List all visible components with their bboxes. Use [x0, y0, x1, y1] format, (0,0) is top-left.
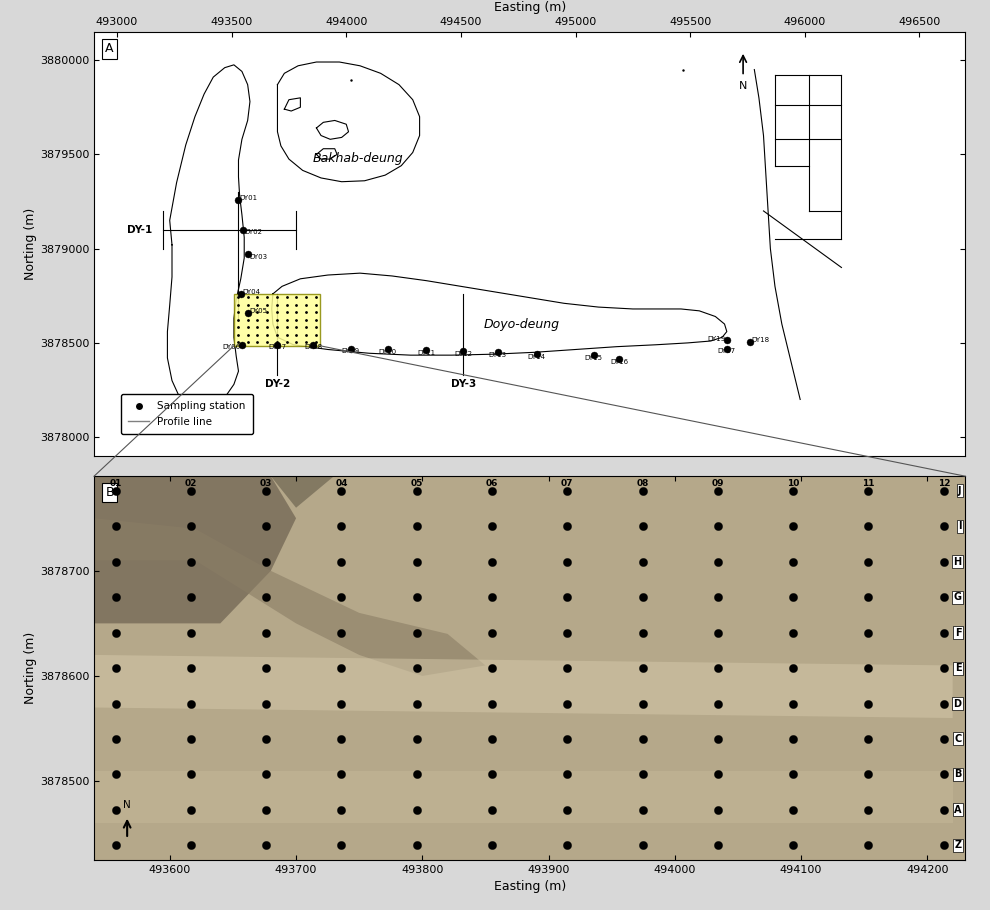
- Bar: [234, 294, 320, 346]
- Text: DY12: DY12: [454, 351, 472, 357]
- Text: 01: 01: [109, 480, 122, 489]
- Text: DY-2: DY-2: [265, 379, 290, 389]
- Text: DY10: DY10: [378, 349, 397, 355]
- Text: 06: 06: [486, 480, 498, 489]
- Text: DY11: DY11: [418, 349, 436, 356]
- Text: DY02: DY02: [245, 229, 262, 236]
- Text: G: G: [953, 592, 961, 602]
- Text: 10: 10: [787, 480, 799, 489]
- Text: A: A: [954, 804, 961, 814]
- Text: DY09: DY09: [342, 348, 360, 354]
- Text: Z: Z: [954, 840, 961, 850]
- Text: DY05: DY05: [249, 308, 267, 314]
- Text: B: B: [954, 769, 961, 779]
- Text: E: E: [954, 663, 961, 673]
- Text: DY01: DY01: [240, 195, 258, 201]
- Text: DY15: DY15: [585, 355, 603, 360]
- Text: DY08: DY08: [304, 344, 322, 350]
- Text: 12: 12: [938, 480, 950, 489]
- Y-axis label: Norting (m): Norting (m): [24, 207, 37, 280]
- Text: DY06: DY06: [223, 344, 241, 350]
- Y-axis label: Norting (m): Norting (m): [24, 632, 37, 704]
- Text: Doyo-deung: Doyo-deung: [484, 318, 559, 330]
- Text: DY13: DY13: [488, 352, 507, 358]
- Text: A: A: [105, 43, 114, 56]
- Text: C: C: [954, 734, 961, 744]
- Text: F: F: [954, 628, 961, 638]
- Text: 08: 08: [637, 480, 648, 489]
- Polygon shape: [94, 519, 485, 676]
- Legend: Sampling station, Profile line: Sampling station, Profile line: [121, 394, 253, 434]
- Text: DY07: DY07: [268, 344, 286, 350]
- Text: DY04: DY04: [243, 289, 260, 296]
- Text: 09: 09: [712, 480, 724, 489]
- Polygon shape: [94, 476, 296, 623]
- Text: 07: 07: [561, 480, 573, 489]
- Text: N: N: [739, 81, 747, 91]
- Text: DY14: DY14: [528, 354, 545, 359]
- Text: D: D: [953, 699, 961, 709]
- Text: DY18: DY18: [750, 338, 769, 343]
- Text: 04: 04: [336, 480, 347, 489]
- Text: 02: 02: [184, 480, 197, 489]
- Polygon shape: [94, 476, 334, 508]
- Text: DY-3: DY-3: [450, 379, 476, 389]
- Text: 11: 11: [862, 480, 875, 489]
- Text: DY03: DY03: [249, 254, 267, 260]
- Text: B: B: [105, 486, 114, 499]
- Text: 05: 05: [411, 480, 423, 489]
- Text: I: I: [958, 521, 961, 531]
- X-axis label: Easting (m): Easting (m): [494, 2, 565, 15]
- Text: 03: 03: [260, 480, 272, 489]
- Text: H: H: [953, 557, 961, 567]
- Polygon shape: [94, 771, 952, 824]
- Text: DY19: DY19: [708, 336, 726, 341]
- Text: DY17: DY17: [718, 349, 736, 354]
- Text: DY-1: DY-1: [128, 225, 152, 235]
- Text: J: J: [958, 486, 961, 496]
- X-axis label: Easting (m): Easting (m): [494, 880, 565, 894]
- Polygon shape: [94, 655, 952, 718]
- Text: DY16: DY16: [610, 359, 628, 365]
- Text: N: N: [124, 800, 131, 810]
- Text: Bakhab-deung: Bakhab-deung: [313, 152, 403, 165]
